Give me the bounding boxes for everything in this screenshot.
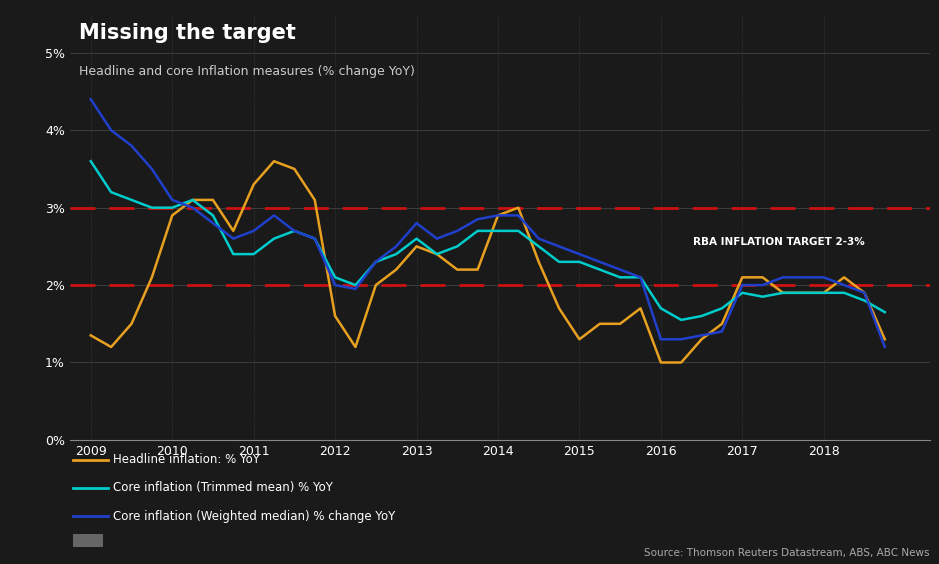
Text: Headline inflation: % YoY: Headline inflation: % YoY — [113, 453, 259, 466]
Text: Source: Thomson Reuters Datastream, ABS, ABC News: Source: Thomson Reuters Datastream, ABS,… — [644, 548, 930, 558]
Text: RBA INFLATION TARGET 2-3%: RBA INFLATION TARGET 2-3% — [693, 237, 865, 248]
Text: Core inflation (Weighted median) % change YoY: Core inflation (Weighted median) % chang… — [113, 509, 395, 523]
Text: Core inflation (Trimmed mean) % YoY: Core inflation (Trimmed mean) % YoY — [113, 481, 332, 495]
Text: Headline and core Inflation measures (% change YoY): Headline and core Inflation measures (% … — [79, 65, 415, 78]
Text: Missing the target: Missing the target — [79, 23, 296, 43]
